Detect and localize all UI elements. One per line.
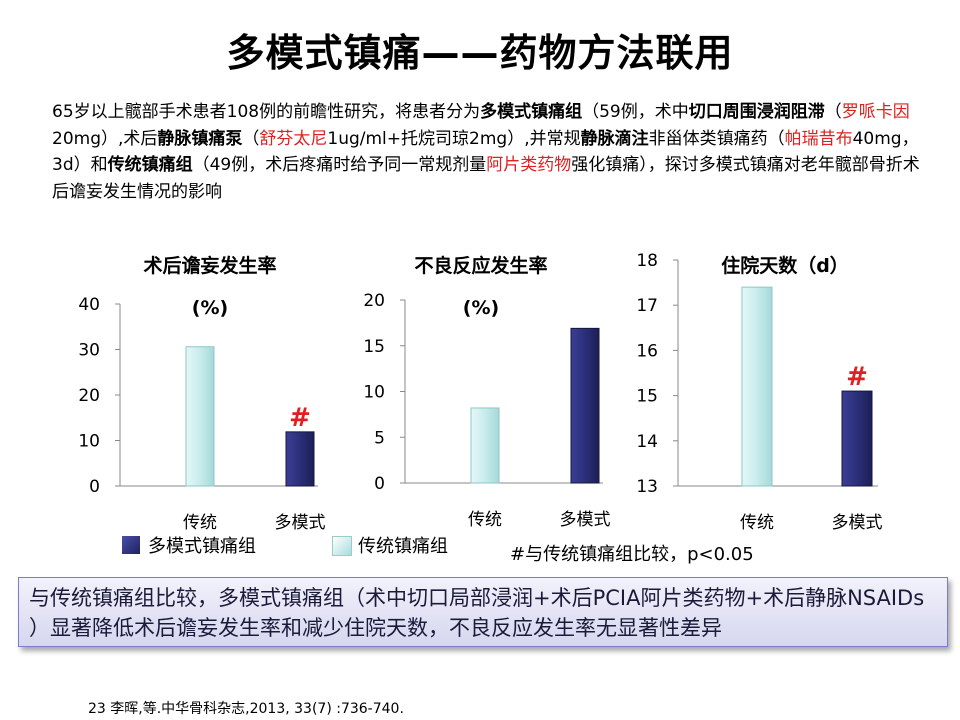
intro-segment: 65岁以上髋部手术患者108例的前瞻性研究，将患者分为: [52, 102, 481, 122]
legend-label-multimodal: 多模式镇痛组: [148, 536, 256, 557]
intro-segment: 罗哌卡因: [841, 102, 910, 122]
legend-swatch-multimodal: [122, 536, 140, 554]
intro-segment: 舒芬太尼: [259, 128, 328, 149]
y-tick-label: 13: [636, 477, 658, 497]
y-tick-label: 10: [363, 383, 385, 403]
chart-unit: (%): [192, 297, 228, 319]
y-tick-label: 15: [636, 387, 658, 407]
conclusion-text: 与传统镇痛组比较，多模式镇痛组（术中切口局部浸润+术后PCIA阿片类药物+术后静…: [29, 586, 925, 640]
intro-segment: 40mg，3d）和: [52, 128, 919, 176]
x-tick-label: 传统: [740, 513, 774, 533]
y-tick-label: 14: [636, 432, 658, 452]
intro-segment: 1ug/ml+托烷司琼2mg）,并常规: [327, 128, 581, 149]
bar-multimodal: [285, 431, 315, 487]
bar-multimodal: [841, 390, 873, 487]
intro-segment: 静脉滴注: [580, 128, 649, 149]
delirium-rate-chart: 0 10 20 30 40 术后谵妄发生率 (%) 传统 多模式 #: [78, 254, 326, 533]
intro-segment: 多模式镇痛组: [480, 102, 583, 122]
chart-unit: (%): [463, 297, 499, 319]
y-tick-label: 20: [78, 386, 100, 406]
x-tick-label: 多模式: [275, 513, 326, 533]
y-tick-label: 20: [363, 291, 385, 311]
intro-segment: （: [824, 102, 842, 122]
y-tick-label: 18: [636, 251, 658, 271]
y-tick-label: 0: [374, 474, 385, 494]
intro-segment: 帕瑞昔布: [784, 128, 853, 149]
x-tick-label: 多模式: [560, 510, 611, 530]
significance-footnote: #与传统镇痛组比较，p<0.05: [510, 544, 754, 565]
chart-title: 住院天数（d）: [721, 254, 849, 277]
bar-traditional: [470, 407, 500, 484]
intro-segment: （59例，术中: [582, 102, 689, 122]
slide-title: 多模式镇痛——药物方法联用: [226, 31, 734, 75]
legend-swatch-traditional: [332, 536, 352, 556]
significance-mark: #: [846, 362, 868, 392]
adverse-reaction-chart: 0 5 10 15 20 不良反应发生率 (%) 传统 多模式: [363, 254, 611, 530]
study-description: 65岁以上髋部手术患者108例的前瞻性研究，将患者分为多模式镇痛组（59例，术中…: [52, 99, 922, 205]
intro-segment: （: [242, 128, 260, 149]
chart-title: 不良反应发生率: [414, 254, 547, 277]
chart-title: 术后谵妄发生率: [143, 254, 276, 277]
y-tick-label: 40: [78, 295, 100, 315]
significance-mark: #: [289, 403, 311, 433]
citation: 23 李晖,等.中华骨科杂志,2013, 33(7) :736-740.: [88, 701, 404, 717]
conclusion-box: 与传统镇痛组比较，多模式镇痛组（术中切口局部浸润+术后PCIA阿片类药物+术后静…: [18, 577, 948, 647]
intro-segment: 静脉镇痛泵: [157, 128, 243, 149]
y-tick-label: 16: [636, 341, 658, 361]
intro-segment: 强化镇痛），探讨多模式镇痛对老年髋部骨折术后谵妄发生情况的影响: [52, 155, 920, 202]
y-tick-label: 0: [89, 477, 100, 497]
x-tick-label: 传统: [468, 510, 502, 530]
intro-segment: （49例，术后疼痛时给予同一常规剂量: [192, 155, 487, 175]
intro-segment: 非甾体类镇痛药（: [648, 128, 785, 149]
x-tick-label: 多模式: [832, 513, 883, 533]
y-tick-label: 15: [363, 337, 385, 357]
intro-segment: 阿片类药物: [486, 155, 572, 175]
hospital-stay-chart: 13 14 15 16 17 18 住院天数（d） 传统 多模式 #: [636, 251, 883, 533]
y-tick-label: 17: [636, 296, 658, 316]
y-tick-label: 30: [78, 341, 100, 361]
bar-multimodal: [570, 327, 600, 484]
intro-segment: 传统镇痛组: [107, 155, 193, 175]
y-tick-label: 5: [374, 428, 385, 448]
bar-traditional: [185, 346, 215, 487]
intro-segment: 切口周围浸润阻滞: [688, 102, 825, 122]
y-tick-label: 10: [78, 432, 100, 452]
bar-traditional: [741, 286, 773, 487]
legend-label-traditional: 传统镇痛组: [358, 536, 448, 557]
x-tick-label: 传统: [183, 513, 217, 533]
intro-segment: 20mg）,术后: [52, 128, 158, 149]
